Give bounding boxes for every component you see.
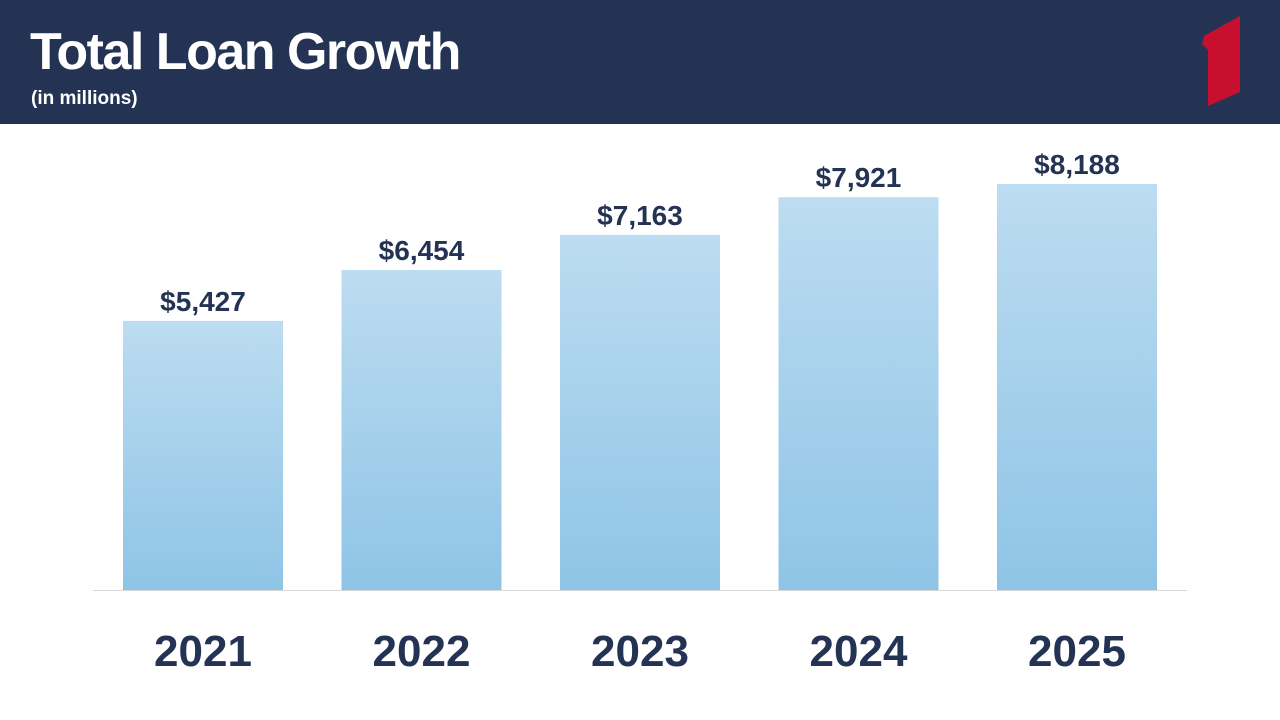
data-label-2022: $6,454 bbox=[379, 235, 465, 266]
bar-2022 bbox=[341, 269, 502, 590]
x-tick-label-2021: 2021 bbox=[154, 627, 252, 676]
bar-2023 bbox=[560, 234, 720, 590]
bar-2021 bbox=[123, 320, 283, 590]
x-tick-label-2023: 2023 bbox=[591, 627, 689, 676]
red-numeral-one-logo-icon bbox=[1202, 16, 1240, 106]
bar-2025 bbox=[997, 184, 1157, 590]
data-label-2025: $8,188 bbox=[1034, 149, 1120, 180]
bar-2024 bbox=[778, 197, 939, 590]
page-title: Total Loan Growth bbox=[30, 23, 461, 81]
data-label-2024: $7,921 bbox=[816, 162, 902, 193]
x-tick-label-2024: 2024 bbox=[810, 627, 908, 676]
data-label-2023: $7,163 bbox=[597, 200, 683, 231]
data-label-2021: $5,427 bbox=[160, 286, 246, 317]
page-subtitle: (in millions) bbox=[31, 88, 138, 109]
x-tick-label-2025: 2025 bbox=[1028, 627, 1126, 676]
header-bar: Total Loan Growth (in millions) bbox=[0, 0, 1280, 124]
x-tick-label-2022: 2022 bbox=[373, 627, 471, 676]
